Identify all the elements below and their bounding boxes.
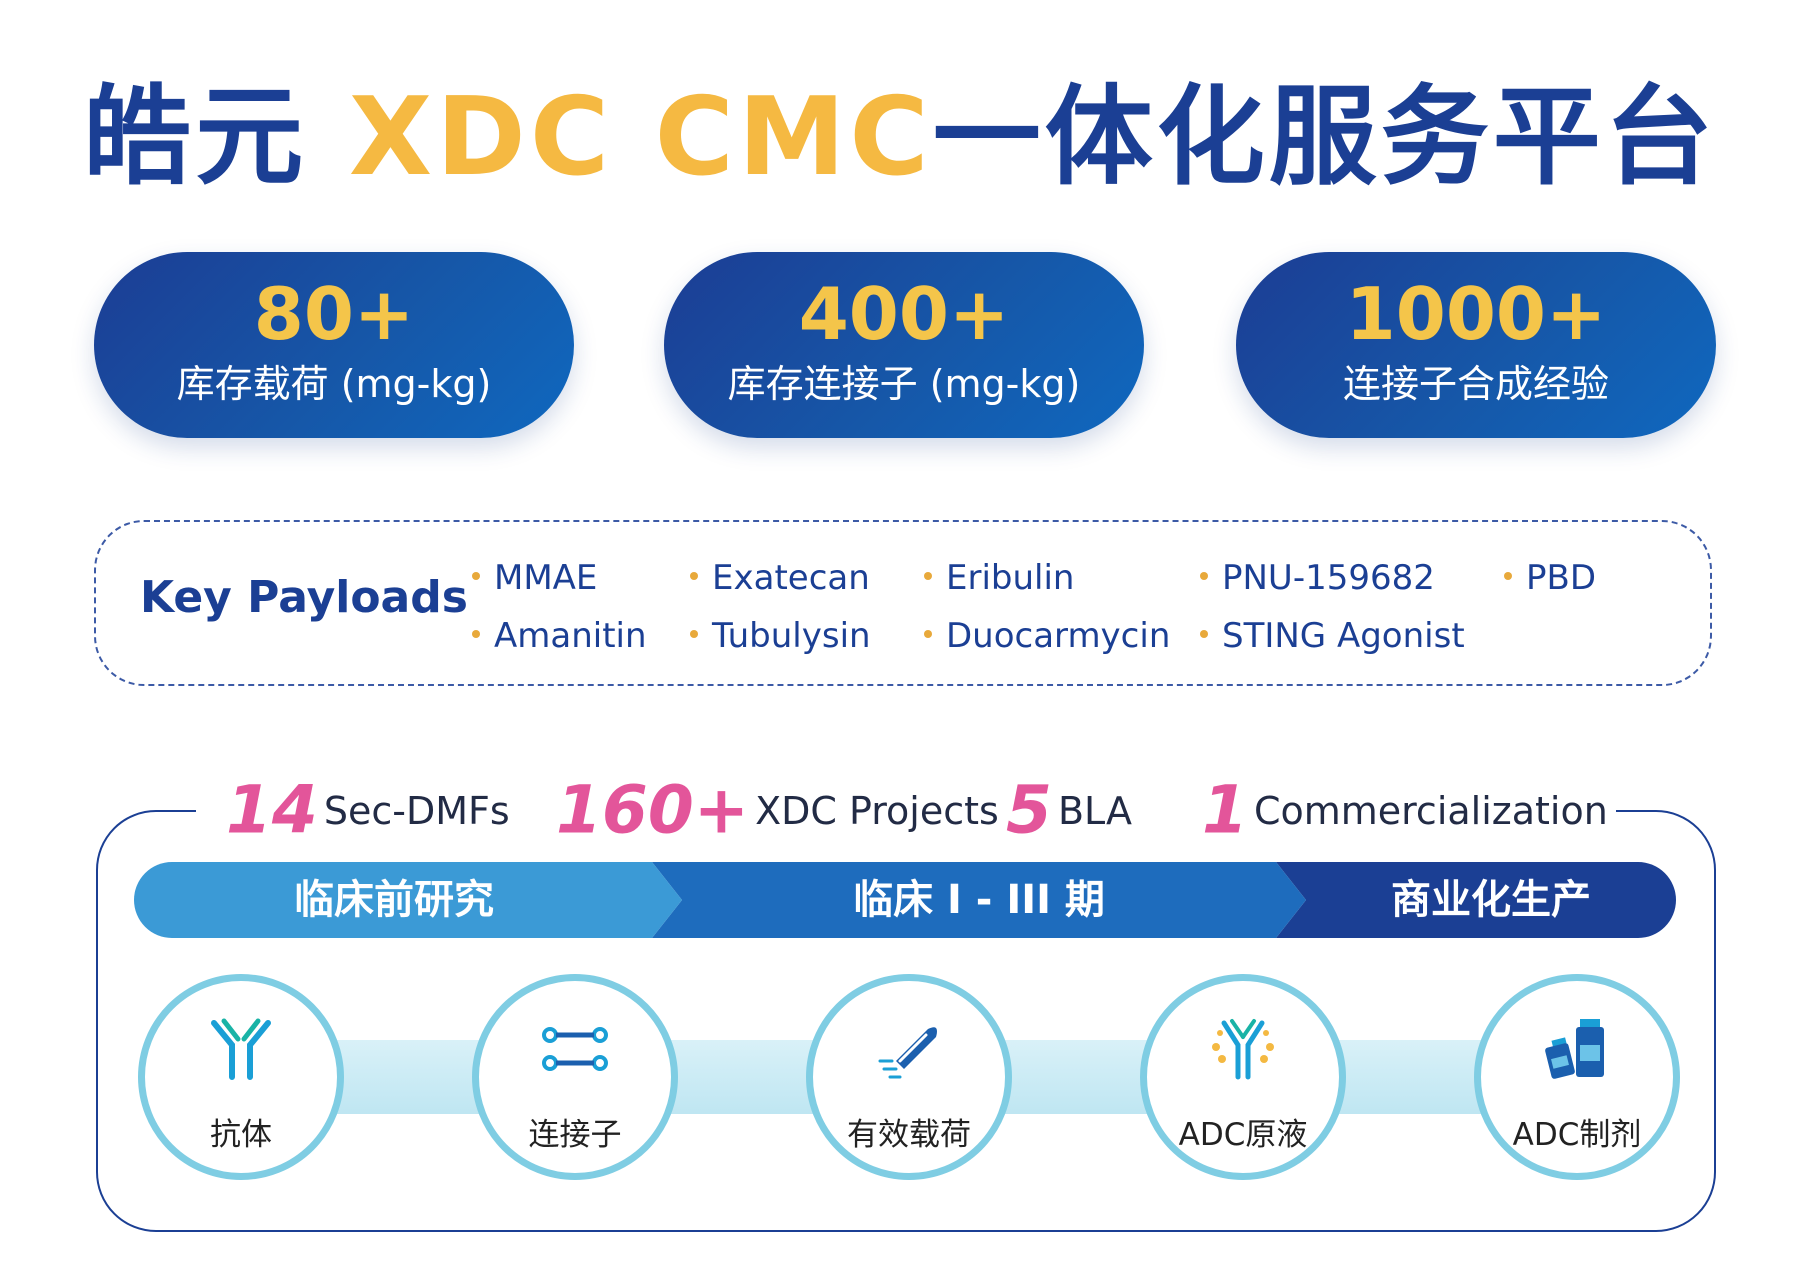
phase-band: 临床前研究 临床 I - III 期 商业化生产 [134,862,1676,938]
phase-shape-preclinical [134,862,682,938]
payload-item: Amanitin [472,616,647,656]
bullet-dot [1200,629,1208,638]
key-payloads-title: Key Payloads [140,572,468,623]
count-projects: 160+ XDC Projects [556,771,999,849]
stat-value: 80+ [253,272,415,356]
stat-value: 1000+ [1345,272,1607,356]
phase-clinical: 临床 I - III 期 [853,877,1105,923]
step-linker: 连接子 [472,974,678,1180]
step-label: 连接子 [528,1117,622,1153]
stat-pill-synthesis: 1000+ 连接子合成经验 [1236,252,1716,438]
step-adc-solution: ADC原液 [1140,974,1346,1180]
phase-preclinical: 临床前研究 [294,877,494,923]
step-label: 有效载荷 [847,1117,971,1153]
stat-pill-payloads: 80+ 库存载荷 (mg-kg) [94,252,574,438]
achievement-counts: 14 Sec-DMFs 160+ XDC Projects 5 BLA 1 Commer… [196,770,1616,850]
step-label: ADC原液 [1178,1117,1308,1153]
step-connector [998,1040,1150,1114]
step-connector [330,1040,482,1114]
step-adc-formulation: ADC制剂 [1474,974,1680,1180]
bullet-dot [690,571,698,580]
count-commercial: 1 Commercialization [1202,771,1608,849]
bullet-dot [472,629,480,638]
title-prefix: 皓元 [83,75,308,200]
payload-item: Eribulin [924,558,1074,598]
bullet-dot [924,629,932,638]
title-highlight: XDC CMC [348,75,933,200]
payload-item: MMAE [472,558,597,598]
phase-band-shapes [134,862,1676,938]
phase-commercial: 商业化生产 [1391,877,1591,923]
stat-value: 400+ [798,272,1010,356]
payload-item: PBD [1504,558,1596,598]
payload-item: STING Agonist [1200,616,1465,656]
title-suffix: 一体化服务平台 [932,75,1717,200]
antibody-icon [211,1018,271,1080]
payload-capsule-icon [878,1027,937,1079]
key-payloads-box: Key Payloads MMAE Exatecan Eribulin PNU-… [94,520,1712,686]
step-payload: 有效载荷 [806,974,1012,1180]
stat-label: 库存载荷 (mg-kg) [176,362,492,406]
step-connector [1332,1040,1484,1114]
step-antibody: 抗体 [138,974,344,1180]
bullet-dot [924,571,932,580]
stat-pill-linkers: 400+ 库存连接子 (mg-kg) [664,252,1144,438]
step-label: ADC制剂 [1512,1117,1642,1153]
bullet-dot [472,571,480,580]
page-title: 皓元 XDC CMC一体化服务平台 [0,50,1800,206]
phase-shape-clinical [652,862,1306,938]
payload-item: Duocarmycin [924,616,1170,656]
count-bla: 5 BLA [1006,771,1133,849]
bullet-dot [1200,571,1208,580]
bullet-dot [1504,571,1512,580]
payload-item: Exatecan [690,558,870,598]
stat-label: 库存连接子 (mg-kg) [727,362,1081,406]
phase-shape-commercial [1276,862,1676,938]
step-connector [664,1040,816,1114]
payload-item: Tubulysin [690,616,871,656]
linker-icon [542,1027,608,1071]
count-dmfs: 14 Sec-DMFs [226,771,510,849]
stat-label: 连接子合成经验 [1342,362,1609,406]
bullet-dot [690,629,698,638]
payload-item: PNU-159682 [1200,558,1435,598]
vials-icon [1545,1019,1604,1079]
adc-conjugate-icon [1212,1019,1274,1080]
step-label: 抗体 [210,1117,272,1153]
